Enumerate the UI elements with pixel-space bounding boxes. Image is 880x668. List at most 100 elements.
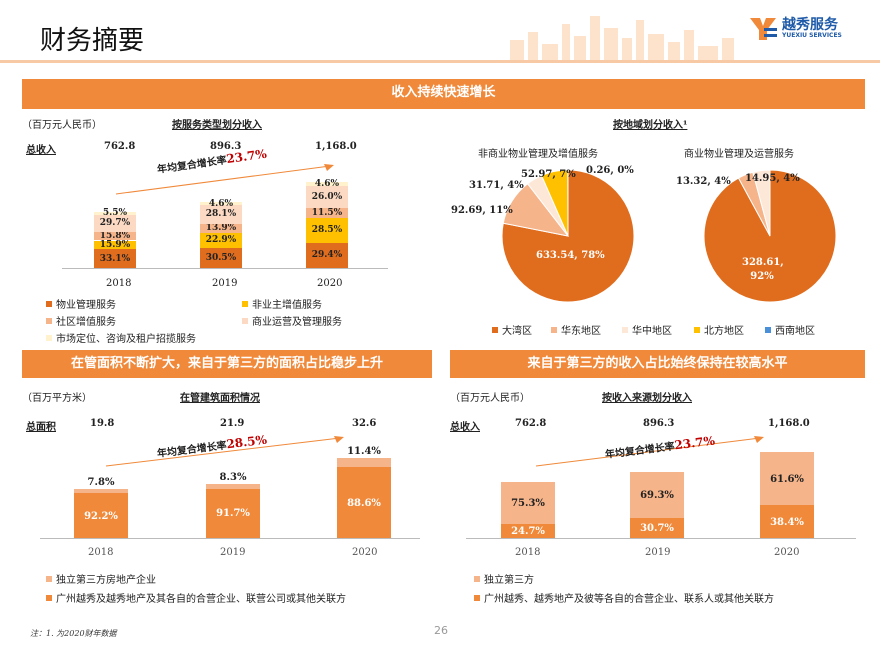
bar-value-label: 13.9% [205,223,237,234]
bar-value-label: 11.5% [311,208,343,219]
chart2-legend-item: 华中地区 [622,322,672,337]
chart1-legend-item: 社区增值服务 [46,313,116,328]
skyline-decoration [510,16,734,60]
chart3-total-2020: 32.6 [352,418,377,429]
bar-segment [630,472,684,518]
bar-value-label: 24.7% [511,526,545,538]
bar-value-label: 69.3% [640,489,674,501]
bar-segment [94,211,136,215]
bar-value-label: 26.0% [311,192,343,203]
chart4-legend-item: 独立第三方 [474,571,534,586]
bar-value-label: 28.5% [311,225,343,236]
chart4-plot: 24.7% 75.3% 30.7% 69.3% 38.4% 61.6% [466,440,856,540]
bar-value-label: 75.3% [511,497,545,509]
chart1-axis [62,268,388,269]
bar-segment [74,489,128,494]
bar-value-label: 92.2% [84,510,118,522]
pie1-label-east: 92.69, 11% [451,205,513,216]
chart4-total-2019: 896.3 [643,418,675,429]
chart2-legend-item: 西南地区 [765,322,815,337]
bar-segment [200,247,242,268]
chart1-legend-item: 物业管理服务 [46,296,116,311]
chart4-cagr-arrow [535,436,764,467]
left-banner-title: 在管面积不断扩大，来自于第三方的面积占比稳步上升 [70,356,383,371]
right-banner [450,350,865,378]
pie1-title: 非商业物业管理及增值服务 [478,149,598,160]
logo-mark-icon [750,18,777,40]
header-divider [0,60,880,63]
pie-slice [501,169,635,303]
chart1-total-label: 总收入 [26,145,56,156]
chart1-cagr-arrow [115,164,334,195]
bar-value-label: 15.8% [99,231,131,242]
chart3-subtitle: 在管建筑面积情况 [180,393,260,404]
pie1-label-gba: 633.54, 78% [536,250,605,261]
chart1-plot: 33.1% 15.9% 15.8% 29.7% 5.5% 30.5% 22.9% 13.9% 2… [60,170,390,270]
bar-value-label: 33.1% [99,253,131,264]
units-label: （百万元人民币） [22,120,102,131]
pie1-label-central: 31.71, 4% [469,180,524,191]
footnote: 注：1. 为2020财年数据 [30,629,117,638]
chart1-year-2019: 2019 [212,278,238,289]
bar-segment [306,185,348,209]
chart3-year-2018: 2018 [88,547,114,558]
chart4-axis [466,538,856,539]
chart1-legend-item: 非业主增值服务 [242,296,322,311]
chart1-year-2018: 2018 [106,278,132,289]
bar-segment [94,240,136,250]
chart3-total-2019: 21.9 [220,418,245,429]
pie1 [501,169,635,303]
chart2-legend-item: 华东地区 [551,322,601,337]
bar-segment [200,223,242,233]
bar-segment [501,481,555,525]
bar-value-label: 30.5% [205,252,237,263]
bar-segment [200,202,242,206]
bar-value-label: 11.4% [347,446,381,457]
bar-segment [306,182,348,186]
bar-segment [94,249,136,268]
company-logo: 越秀服务 YUEXIU SERVICES [748,14,860,44]
pie2-label-gba: 328.61, 92% [742,257,784,282]
bar-value-label: 7.8% [87,477,115,489]
bar-segment [94,214,136,232]
bar-value-label: 5.5% [102,208,128,219]
bar-value-label: 22.9% [205,235,237,246]
chart3-axis [40,538,420,539]
bar-segment [206,488,260,538]
bar-segment [760,452,814,505]
bar-value-label: 4.6% [208,198,234,209]
bar-value-label: 29.7% [99,218,131,229]
pie2-title: 商业物业管理及运营服务 [684,149,794,160]
bar-segment [306,218,348,243]
bar-segment [200,232,242,248]
top-banner [22,79,865,109]
chart1-subtitle: 按服务类型划分收入 [172,120,262,131]
bar-segment [94,231,136,241]
chart1-total-2019: 896.3 [210,141,242,152]
bar-value-label: 88.6% [347,497,381,509]
bar-value-label: 4.6% [314,178,340,189]
chart1-total-2018: 762.8 [104,141,136,152]
top-banner-title: 收入持续快速增长 [391,85,496,100]
bar-value-label: 29.4% [311,250,343,261]
chart4-year-2019: 2019 [645,547,671,558]
logo-cn-text: 越秀服务 [782,17,838,33]
bar-segment [306,242,348,268]
chart3-year-2019: 2019 [220,547,246,558]
units-label: （百万元人民币） [450,393,530,404]
bar-value-label: 8.3% [219,472,247,484]
bar-value-label: 91.7% [216,508,250,520]
chart2-subtitle: 按地域划分收入¹ [613,120,688,131]
bar-value-label: 38.4% [770,516,804,528]
bar-segment [630,517,684,538]
chart1-legend-item: 市场定位、咨询及租户招揽服务 [46,330,196,345]
chart4-year-2020: 2020 [774,547,800,558]
bar-value-label: 28.1% [205,209,237,220]
chart3-legend-item: 广州越秀及越秀地产及其各自的合营企业、联营公司或其他关联方 [46,590,346,605]
pie1-label-southwest: 0.26, 0% [586,165,634,176]
left-banner [22,350,432,378]
pie2-label-central: 14.95, 4% [745,173,800,184]
chart4-total-2018: 762.8 [515,418,547,429]
pie-slice [752,169,771,237]
bar-segment [74,493,128,538]
